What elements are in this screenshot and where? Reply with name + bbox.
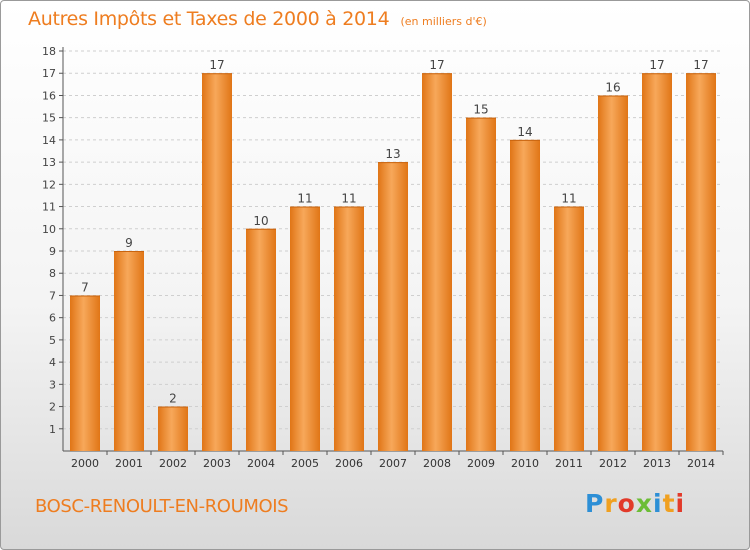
x-tick-label: 2013 — [643, 457, 671, 470]
x-tick-label: 2010 — [511, 457, 539, 470]
data-label: 13 — [385, 147, 400, 161]
y-tick-label: 7 — [49, 289, 56, 302]
bar — [686, 73, 716, 451]
x-tick-label: 2009 — [467, 457, 495, 470]
x-tick-label: 2011 — [555, 457, 583, 470]
data-label: 7 — [81, 280, 89, 294]
data-label: 16 — [605, 80, 620, 94]
y-tick-label: 1 — [49, 423, 56, 436]
y-tick-label: 8 — [49, 267, 56, 280]
data-label: 17 — [209, 58, 224, 72]
x-tick-label: 2014 — [687, 457, 715, 470]
bar — [290, 206, 320, 451]
bar — [422, 73, 452, 451]
x-tick-label: 2004 — [247, 457, 275, 470]
bar — [70, 295, 100, 451]
data-label: 17 — [649, 58, 664, 72]
data-label: 14 — [517, 125, 532, 139]
data-label: 17 — [693, 58, 708, 72]
bar — [202, 73, 232, 451]
chart-title: Autres Impôts et Taxes de 2000 à 2014 — [28, 8, 390, 30]
bar — [598, 95, 628, 451]
labels: 1234567891011121314151617187200092001220… — [42, 45, 715, 470]
data-label: 11 — [297, 192, 312, 206]
data-label: 2 — [169, 392, 177, 406]
y-tick-label: 5 — [49, 334, 56, 347]
bar — [466, 117, 496, 452]
y-tick-label: 13 — [42, 156, 56, 169]
chart-unit: (en milliers d'€) — [400, 15, 487, 28]
chart-header: Autres Impôts et Taxes de 2000 à 2014 (e… — [28, 8, 487, 30]
x-tick-label: 2006 — [335, 457, 363, 470]
data-label: 10 — [253, 214, 268, 228]
bar — [642, 73, 672, 451]
data-label: 11 — [561, 192, 576, 206]
y-tick-label: 17 — [42, 67, 56, 80]
y-tick-label: 12 — [42, 178, 56, 191]
x-tick-label: 2012 — [599, 457, 627, 470]
bar — [158, 406, 188, 451]
x-tick-label: 2005 — [291, 457, 319, 470]
bar — [334, 206, 364, 451]
x-tick-label: 2002 — [159, 457, 187, 470]
x-tick-label: 2007 — [379, 457, 407, 470]
y-tick-label: 2 — [49, 401, 56, 414]
proxiti-logo[interactable]: Proxiti — [585, 489, 686, 518]
data-label: 17 — [429, 58, 444, 72]
y-tick-label: 16 — [42, 89, 56, 102]
x-tick-label: 2008 — [423, 457, 451, 470]
y-tick-label: 18 — [42, 45, 56, 58]
y-tick-label: 10 — [42, 223, 56, 236]
data-label: 9 — [125, 236, 133, 250]
bar — [114, 251, 144, 451]
bars — [70, 73, 716, 452]
x-tick-label: 2001 — [115, 457, 143, 470]
commune-name: BOSC-RENOULT-EN-ROUMOIS — [35, 496, 289, 517]
x-tick-label: 2003 — [203, 457, 231, 470]
y-tick-label: 4 — [49, 356, 56, 369]
data-label: 15 — [473, 103, 488, 117]
y-tick-label: 9 — [49, 245, 56, 258]
bar — [554, 206, 584, 451]
x-tick-label: 2000 — [71, 457, 99, 470]
bar — [510, 139, 540, 451]
y-tick-label: 3 — [49, 378, 56, 391]
bar — [378, 162, 408, 451]
data-label: 11 — [341, 192, 356, 206]
y-tick-label: 15 — [42, 112, 56, 125]
y-tick-label: 11 — [42, 201, 56, 214]
y-tick-label: 14 — [42, 134, 56, 147]
bar — [246, 228, 276, 451]
y-tick-label: 6 — [49, 312, 56, 325]
